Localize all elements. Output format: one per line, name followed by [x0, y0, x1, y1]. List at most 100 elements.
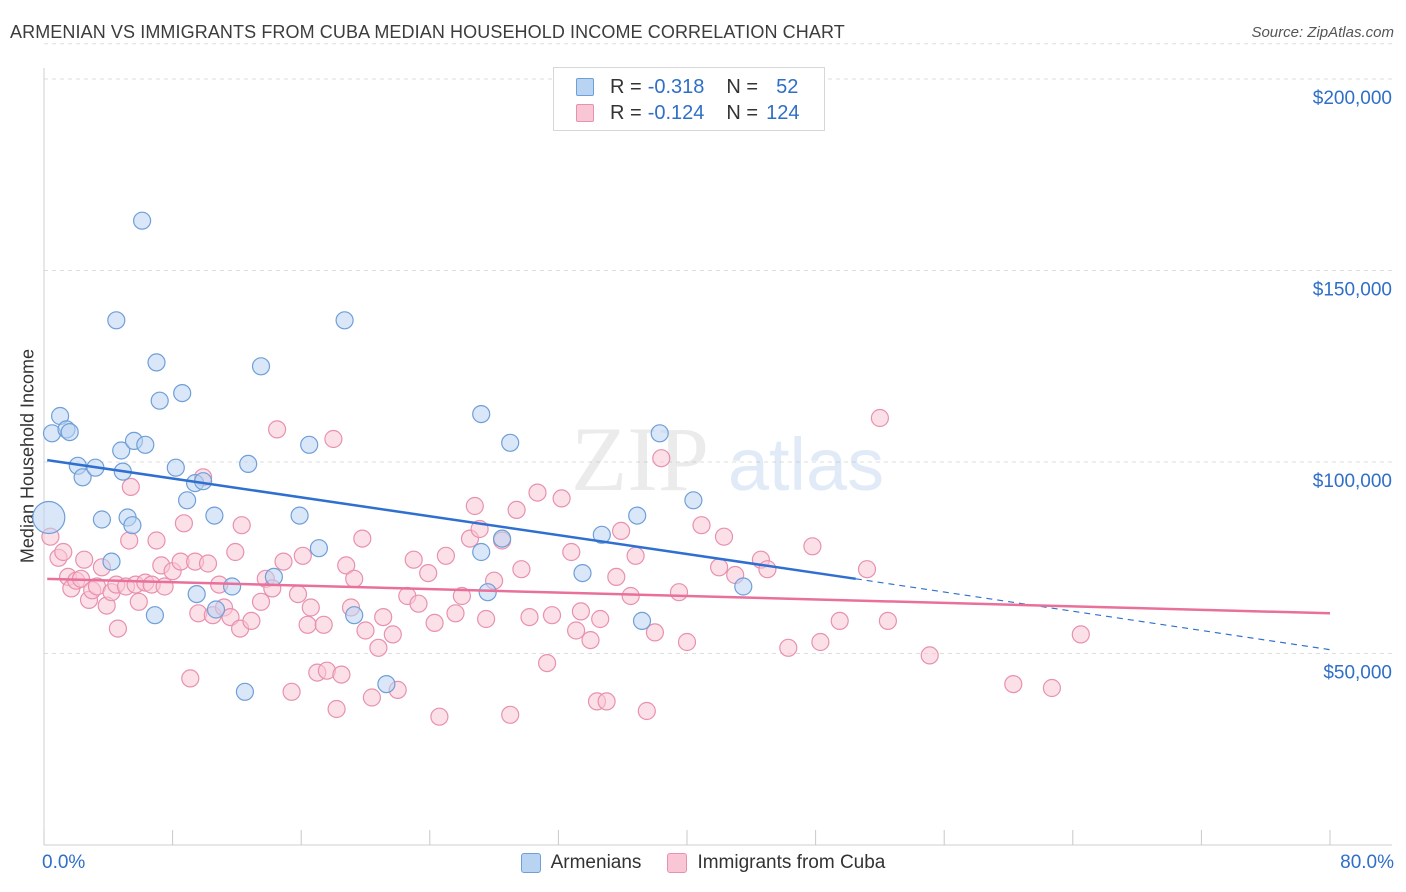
armenians-point	[239, 454, 258, 473]
cuba-point	[436, 546, 455, 565]
cuba-point	[181, 669, 200, 688]
cuba-point	[803, 537, 822, 556]
cuba-point	[528, 483, 547, 502]
cuba-point	[129, 592, 148, 611]
cuba-point	[274, 552, 293, 571]
legend-swatch-armenians	[520, 853, 541, 873]
cuba-point	[174, 514, 193, 533]
armenians-point	[290, 506, 309, 525]
armenians-point	[145, 606, 164, 625]
cuba-point	[362, 688, 381, 707]
armenians-point	[632, 611, 652, 631]
armenians-point	[493, 529, 512, 548]
watermark: ZIP atlas	[571, 408, 884, 510]
legend-label-cuba: Immigrants from Cuba	[697, 852, 886, 873]
armenians-point	[472, 542, 491, 562]
y-tick-label: $200,000	[1313, 88, 1392, 109]
cuba-point	[232, 516, 251, 535]
cuba-point	[314, 615, 333, 634]
cuba-point	[611, 521, 631, 541]
armenians-point	[205, 506, 224, 525]
cuba-point	[147, 531, 166, 550]
cuba-point	[1071, 625, 1090, 644]
cuba-point	[155, 577, 174, 596]
armenians-point	[133, 211, 152, 230]
cuba-point	[581, 630, 600, 650]
cuba-point	[268, 420, 287, 439]
correlation-legend: R = -0.318 N = 52 R = -0.124 N = 124	[553, 67, 825, 131]
cuba-point	[501, 705, 520, 724]
armenians-point	[251, 357, 271, 376]
armenians-r-label: R =	[610, 75, 642, 98]
cuba-point	[571, 602, 591, 621]
armenians-point	[173, 384, 192, 403]
x-tick-min: 0.0%	[42, 852, 86, 873]
cuba-point	[353, 529, 372, 548]
cuba-point	[374, 607, 393, 627]
cuba-point	[419, 563, 438, 583]
cuba-point	[477, 609, 496, 629]
cuba-point	[779, 638, 798, 657]
cuba-point	[677, 632, 697, 652]
armenians-point	[102, 552, 121, 571]
cuba-point	[562, 542, 581, 562]
cuba-point	[520, 607, 539, 627]
armenians-point	[107, 311, 126, 330]
armenians-point	[206, 600, 226, 619]
armenians-point	[501, 433, 520, 452]
cuba-point	[108, 619, 128, 638]
legend-swatch-cuba	[667, 853, 688, 873]
cuba-trend-line	[47, 577, 1331, 615]
cuba-point	[637, 701, 656, 721]
y-tick-labels: $50,000 $100,000 $150,000 $200,000	[1313, 88, 1392, 684]
armenians-point	[472, 405, 491, 424]
series-legend: Armenians Immigrants from Cuba	[0, 852, 1406, 874]
armenians-point	[592, 525, 611, 544]
cuba-point	[298, 615, 317, 634]
series-armenians-points	[32, 211, 753, 701]
legend-item-cuba[interactable]: Immigrants from Cuba	[667, 852, 885, 874]
armenians-point	[377, 674, 396, 694]
cuba-point	[404, 550, 423, 569]
armenians-point	[73, 468, 92, 487]
cuba-point	[293, 546, 312, 565]
armenians-point	[345, 606, 364, 625]
armenians-point	[123, 516, 142, 535]
cuba-point	[830, 611, 849, 631]
armenians-point	[650, 424, 669, 443]
cuba-n-label: N =	[726, 101, 759, 124]
armenians-point	[112, 441, 131, 460]
armenians-point	[166, 458, 185, 477]
cuba-point	[714, 527, 734, 546]
x-tick-max: 80.0%	[1340, 852, 1394, 873]
cuba-point	[542, 606, 562, 625]
cuba-point	[332, 665, 351, 684]
cuba-r-label: R =	[610, 101, 642, 124]
cuba-n-value: 124	[766, 101, 800, 124]
cuba-point	[369, 638, 388, 657]
cuba-point	[591, 609, 610, 629]
cuba-r-value: -0.124	[647, 101, 705, 124]
cuba-point	[425, 613, 444, 633]
cuba-point	[566, 621, 586, 640]
armenians-point	[478, 583, 497, 602]
cuba-point	[626, 546, 645, 565]
source-label: Source: ZipAtlas.com	[1251, 24, 1394, 41]
legend-row-cuba: R = -0.124 N = 124	[576, 101, 799, 125]
watermark-atlas: atlas	[728, 423, 884, 506]
cuba-point	[282, 682, 301, 701]
cuba-point	[1042, 678, 1062, 698]
armenians-point	[309, 539, 328, 558]
cuba-point	[878, 611, 898, 631]
cuba-point	[288, 584, 308, 604]
y-tick-label: $100,000	[1313, 471, 1392, 492]
cuba-point	[507, 500, 526, 519]
cuba-point	[621, 586, 640, 606]
cuba-point	[54, 542, 73, 562]
armenians-point	[187, 584, 206, 604]
armenians-point	[734, 577, 753, 596]
legend-item-armenians[interactable]: Armenians	[520, 852, 641, 874]
cuba-point	[758, 560, 777, 579]
cuba-point	[345, 569, 364, 588]
armenians-point	[628, 506, 647, 525]
